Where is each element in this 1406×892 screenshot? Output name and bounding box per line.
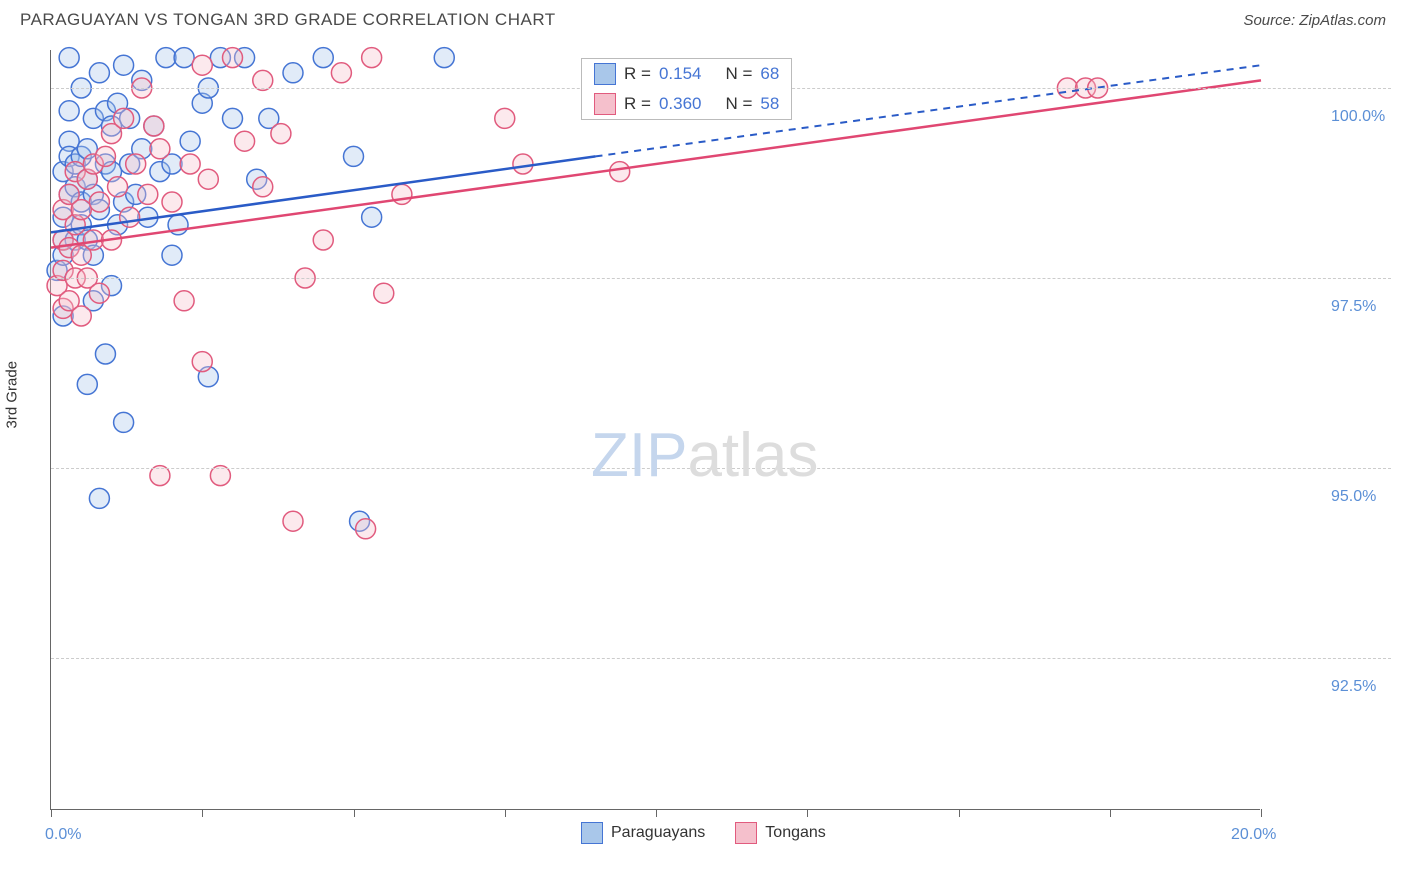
data-point bbox=[313, 230, 333, 250]
data-point bbox=[114, 55, 134, 75]
data-point bbox=[89, 192, 109, 212]
x-tick bbox=[959, 809, 960, 817]
data-point bbox=[198, 169, 218, 189]
data-point bbox=[174, 291, 194, 311]
n-label: N = bbox=[725, 64, 752, 84]
data-point bbox=[89, 488, 109, 508]
x-tick bbox=[656, 809, 657, 817]
data-point bbox=[180, 154, 200, 174]
data-point bbox=[120, 207, 140, 227]
data-point bbox=[174, 48, 194, 68]
data-point bbox=[156, 48, 176, 68]
r-label: R = bbox=[624, 64, 651, 84]
gridline-h bbox=[51, 468, 1391, 469]
data-point bbox=[235, 131, 255, 151]
x-tick-label: 0.0% bbox=[45, 826, 81, 844]
y-tick-label: 97.5% bbox=[1331, 298, 1376, 316]
data-point bbox=[344, 146, 364, 166]
data-point bbox=[162, 245, 182, 265]
data-point bbox=[192, 352, 212, 372]
legend: Paraguayans Tongans bbox=[581, 822, 826, 844]
data-point bbox=[283, 63, 303, 83]
x-tick bbox=[51, 809, 52, 817]
data-point bbox=[392, 184, 412, 204]
data-point bbox=[95, 344, 115, 364]
data-point bbox=[95, 146, 115, 166]
data-point bbox=[89, 283, 109, 303]
data-point bbox=[610, 162, 630, 182]
legend-label: Tongans bbox=[765, 824, 826, 842]
data-point bbox=[126, 154, 146, 174]
x-tick bbox=[1110, 809, 1111, 817]
data-point bbox=[283, 511, 303, 531]
chart-source: Source: ZipAtlas.com bbox=[1243, 12, 1386, 29]
data-point bbox=[356, 519, 376, 539]
gridline-h bbox=[51, 278, 1391, 279]
data-point bbox=[271, 124, 291, 144]
n-label: N = bbox=[725, 94, 752, 114]
gridline-h bbox=[51, 658, 1391, 659]
chart-header: PARAGUAYAN VS TONGAN 3RD GRADE CORRELATI… bbox=[0, 0, 1406, 38]
r-value: 0.360 bbox=[659, 94, 702, 114]
data-point bbox=[144, 116, 164, 136]
legend-label: Paraguayans bbox=[611, 824, 705, 842]
data-point bbox=[71, 200, 91, 220]
x-tick-label: 20.0% bbox=[1231, 826, 1276, 844]
legend-swatch bbox=[581, 822, 603, 844]
data-point bbox=[362, 48, 382, 68]
correlation-box: R = 0.154 N = 68 R = 0.360 N = 58 bbox=[581, 58, 792, 120]
data-point bbox=[89, 63, 109, 83]
data-point bbox=[513, 154, 533, 174]
data-point bbox=[495, 108, 515, 128]
y-tick-label: 92.5% bbox=[1331, 678, 1376, 696]
y-tick-label: 100.0% bbox=[1331, 108, 1385, 126]
data-point bbox=[114, 412, 134, 432]
data-point bbox=[223, 108, 243, 128]
correlation-row: R = 0.154 N = 68 bbox=[582, 59, 791, 89]
x-tick bbox=[1261, 809, 1262, 817]
data-point bbox=[434, 48, 454, 68]
n-value: 58 bbox=[760, 94, 779, 114]
data-point bbox=[138, 184, 158, 204]
plot-area: 92.5%95.0%97.5%100.0%0.0%20.0%ZIPatlasR … bbox=[50, 50, 1260, 810]
data-point bbox=[59, 101, 79, 121]
x-tick bbox=[202, 809, 203, 817]
series-swatch bbox=[594, 63, 616, 85]
x-tick bbox=[354, 809, 355, 817]
data-point bbox=[59, 48, 79, 68]
y-axis-label: 3rd Grade bbox=[4, 361, 21, 429]
series-swatch bbox=[594, 93, 616, 115]
chart-title: PARAGUAYAN VS TONGAN 3RD GRADE CORRELATI… bbox=[20, 10, 556, 30]
data-point bbox=[108, 177, 128, 197]
x-tick bbox=[505, 809, 506, 817]
n-value: 68 bbox=[760, 64, 779, 84]
data-point bbox=[180, 131, 200, 151]
data-point bbox=[313, 48, 333, 68]
data-point bbox=[223, 48, 243, 68]
data-point bbox=[77, 374, 97, 394]
data-point bbox=[71, 306, 91, 326]
correlation-row: R = 0.360 N = 58 bbox=[582, 89, 791, 119]
data-point bbox=[150, 139, 170, 159]
y-tick-label: 95.0% bbox=[1331, 488, 1376, 506]
scatter-plot-svg bbox=[51, 50, 1261, 810]
x-tick bbox=[807, 809, 808, 817]
data-point bbox=[114, 108, 134, 128]
data-point bbox=[192, 55, 212, 75]
data-point bbox=[253, 177, 273, 197]
legend-item: Tongans bbox=[735, 822, 826, 844]
chart-container: 92.5%95.0%97.5%100.0%0.0%20.0%ZIPatlasR … bbox=[50, 50, 1330, 830]
data-point bbox=[331, 63, 351, 83]
data-point bbox=[374, 283, 394, 303]
r-value: 0.154 bbox=[659, 64, 702, 84]
data-point bbox=[362, 207, 382, 227]
data-point bbox=[162, 192, 182, 212]
legend-swatch bbox=[735, 822, 757, 844]
r-label: R = bbox=[624, 94, 651, 114]
legend-item: Paraguayans bbox=[581, 822, 705, 844]
